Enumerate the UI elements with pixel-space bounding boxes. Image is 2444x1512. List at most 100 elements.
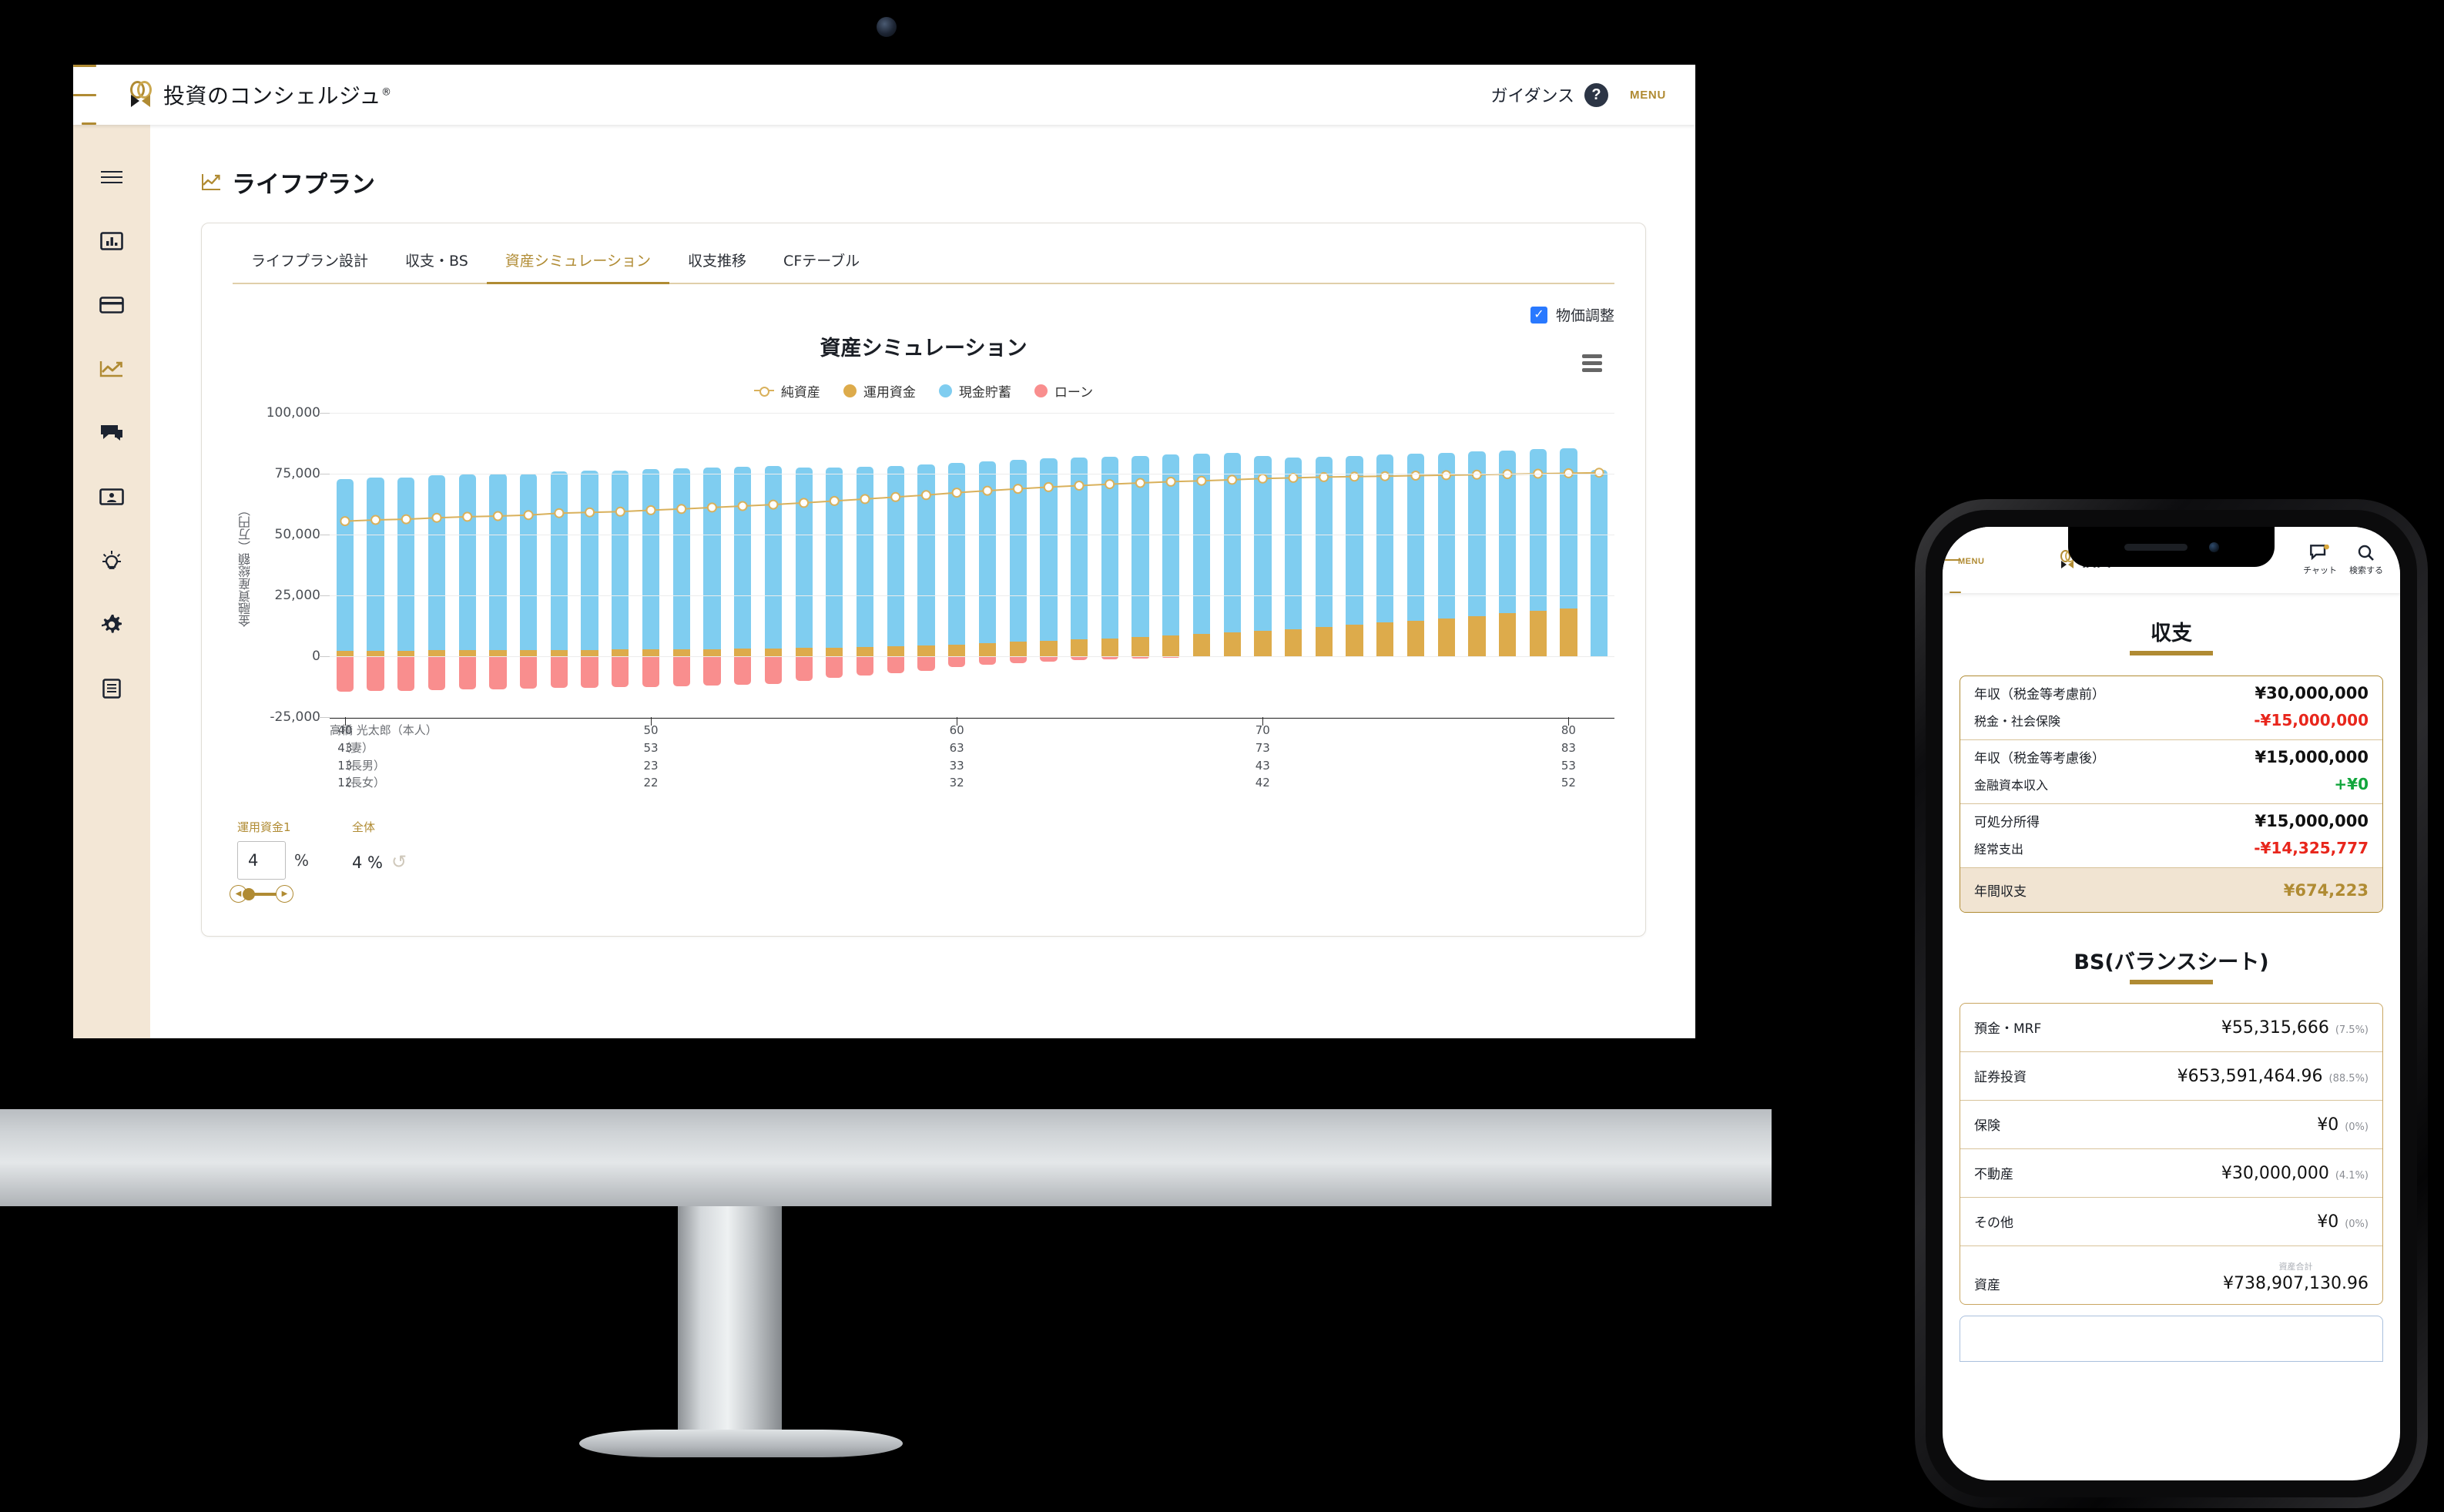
chart-bar-column[interactable] [1034, 413, 1064, 717]
phone-search-button[interactable]: 検索する [2349, 545, 2383, 576]
chart-bar-column[interactable] [697, 413, 728, 717]
chart-bar-column[interactable] [911, 413, 942, 717]
x-axis-age-table: 高橋 光太郎（本人） （妻） （長男） （長女） 40 43 13 12 50 53 23 22 60… [330, 722, 1614, 793]
checkbox-checked-icon[interactable]: ✓ [1530, 306, 1547, 324]
fund-rate-input[interactable]: 4 [237, 841, 286, 880]
net-worth-point [1196, 475, 1207, 486]
legend-item[interactable]: 現金貯蓄 [938, 381, 1011, 401]
bs-row-percent: (0%) [2345, 1121, 2369, 1133]
bs-row-label: 不動産 [1974, 1167, 2013, 1182]
legend-item[interactable]: 運用資金 [843, 381, 916, 401]
fund-rate-slider[interactable]: ◀ ▶ [230, 885, 293, 904]
chart-bar-column[interactable] [1186, 413, 1217, 717]
chart-bar-column[interactable] [1095, 413, 1125, 717]
desktop-monitor: 投資のコンシェルジュ® ガイダンス ? MENU [73, 17, 1695, 1038]
chart-bar-column[interactable] [850, 413, 880, 717]
bar-segment-loan [1009, 656, 1027, 663]
sidebar-item-chat[interactable] [95, 417, 129, 448]
chart-bar-column[interactable] [820, 413, 850, 717]
chart-bar-column[interactable] [635, 413, 666, 717]
income-row-label: 年収（税金等考慮後） [1974, 751, 2105, 766]
tab-0[interactable]: ライフプラン設計 [251, 253, 369, 270]
chart-bar-column[interactable] [727, 413, 758, 717]
chart-bar-column[interactable] [1370, 413, 1400, 717]
x-tickmark [651, 717, 652, 726]
chart-bar-column[interactable] [1462, 413, 1493, 717]
bar-segment-investment [1529, 611, 1547, 656]
inflation-adjust-checkbox[interactable]: ✓ 物価調整 [1530, 304, 1614, 325]
sidebar-item-dashboard[interactable] [95, 226, 129, 256]
bar-segment-investment [917, 645, 935, 656]
chart-bar-column[interactable] [1492, 413, 1523, 717]
chart-bar-column[interactable] [972, 413, 1003, 717]
chart-bar-column[interactable] [1554, 413, 1584, 717]
slider-thumb[interactable] [243, 888, 255, 900]
bar-segment-investment [367, 650, 384, 656]
chart-bar-column[interactable] [880, 413, 911, 717]
sidebar-item-settings[interactable] [95, 609, 129, 640]
bar-segment-investment [1560, 608, 1577, 656]
net-worth-point [1227, 474, 1238, 485]
chart-bar-column[interactable] [1339, 413, 1370, 717]
income-row-value: ¥30,000,000 [2255, 684, 2369, 702]
bar-segment-cash [1223, 452, 1241, 633]
chart-bar-column[interactable] [1125, 413, 1156, 717]
legend-line-marker [753, 384, 774, 397]
tab-1[interactable]: 収支・BS [405, 253, 468, 270]
sidebar-item-lifeplan[interactable] [95, 354, 129, 384]
bar-segment-loan [826, 656, 843, 679]
bar-segment-investment [397, 650, 415, 656]
brand-logo[interactable]: 投資のコンシェルジュ® [130, 79, 392, 110]
chart-bar-column[interactable] [789, 413, 820, 717]
bar-segment-investment [642, 649, 660, 656]
chart-bar-column[interactable] [605, 413, 635, 717]
sidebar-item-menu[interactable] [95, 162, 129, 193]
bar-segment-cash [1040, 458, 1058, 641]
y-tick-label: 75,000 [274, 466, 320, 481]
chart-legend: 純資産 運用資金 現金貯蓄 ローン [233, 381, 1614, 401]
sidebar-item-documents[interactable] [95, 673, 129, 704]
legend-item[interactable]: 純資産 [753, 381, 820, 401]
bar-segment-loan [550, 656, 568, 689]
sidebar-item-ideas[interactable] [95, 545, 129, 576]
chart-bar-column[interactable] [1309, 413, 1339, 717]
overall-rate-block: 全体 4 % ↺ [352, 819, 407, 873]
bs-row: 保険 ¥0 (0%) [1960, 1101, 2382, 1149]
guidance-button[interactable]: ガイダンス ? [1490, 82, 1609, 107]
slider-track[interactable] [246, 893, 277, 896]
chart-bar-column[interactable] [1278, 413, 1309, 717]
hamburger-export-icon[interactable] [1582, 354, 1602, 372]
chart-bar-column[interactable] [941, 413, 972, 717]
bar-segment-cash [612, 470, 629, 650]
net-worth-point [1257, 473, 1268, 484]
undo-arrow-icon[interactable]: ↺ [391, 852, 407, 873]
chart-bar-column[interactable] [1003, 413, 1034, 717]
bar-segment-cash [1376, 454, 1394, 623]
phone-chat-button[interactable]: チャット [2303, 544, 2337, 576]
chart-bar-column[interactable] [1431, 413, 1462, 717]
phone-body: MENU 投資のコンシェルジュ [1915, 499, 2428, 1508]
tab-4[interactable]: CFテーブル [783, 253, 860, 270]
legend-item[interactable]: ローン [1034, 381, 1093, 401]
slider-increment-icon[interactable]: ▶ [276, 885, 293, 903]
bar-segment-investment [1162, 635, 1180, 656]
chart-bar-column[interactable] [1064, 413, 1095, 717]
chart-bar-column[interactable] [575, 413, 605, 717]
income-row: 年収（税金等考慮前） ¥30,000,000 [1960, 676, 2382, 709]
chart-bar-column[interactable] [1400, 413, 1431, 717]
phone-menu-button[interactable]: MENU [1943, 527, 1984, 593]
x-axis-person-label: （長男） [339, 758, 386, 773]
tab-2[interactable]: 資産シミュレーション [486, 250, 670, 284]
chart-bar-column[interactable] [1523, 413, 1554, 717]
tab-3[interactable]: 収支推移 [688, 253, 747, 270]
header-menu-button[interactable]: MENU [73, 65, 1666, 125]
sidebar-item-accounts[interactable] [95, 290, 129, 320]
chart-bar-column[interactable] [758, 413, 789, 717]
bs-row-percent: (0%) [2345, 1219, 2369, 1230]
bar-segment-cash [978, 461, 997, 643]
net-worth-point [462, 511, 473, 522]
help-question-icon[interactable]: ? [1584, 82, 1609, 107]
chart-bar-column[interactable] [666, 413, 697, 717]
chart-bar-column[interactable] [1584, 413, 1614, 717]
sidebar-item-profile[interactable] [95, 481, 129, 512]
